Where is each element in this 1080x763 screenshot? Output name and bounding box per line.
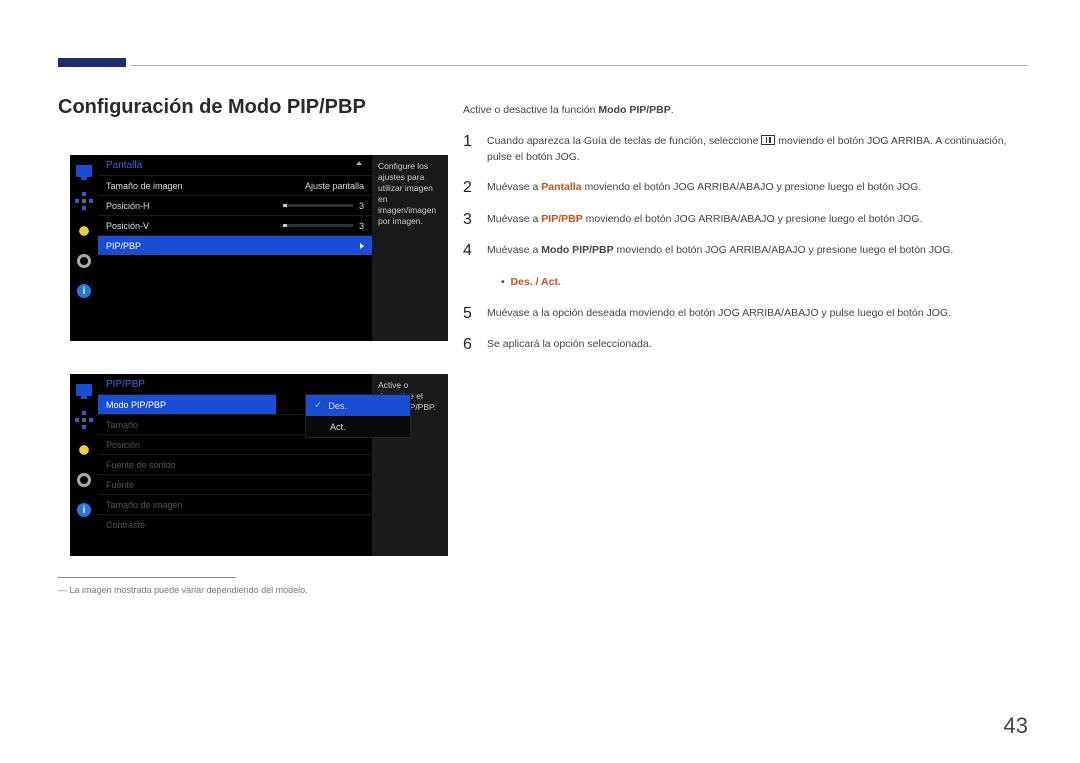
row-value: Ajuste pantalla bbox=[305, 181, 364, 191]
bullet-row: • Des. / Act. bbox=[463, 274, 1028, 291]
chevron-right-icon bbox=[360, 243, 364, 249]
step-1: 1 Cuando aparezca la Guía de teclas de f… bbox=[463, 133, 1028, 166]
osd-main-panel: PIP/PBP Modo PIP/PBP Tamaño Posición Fue… bbox=[98, 374, 372, 556]
text-highlight: Des. / Act. bbox=[511, 276, 561, 288]
row-value: 3 bbox=[359, 221, 364, 231]
step-body: Muévase a la opción deseada moviendo el … bbox=[487, 305, 1028, 323]
text: moviendo el botón JOG ARRIBA/ABAJO y pre… bbox=[582, 181, 922, 193]
check-icon: ✓ bbox=[314, 400, 322, 411]
option-des[interactable]: ✓ Des. bbox=[306, 395, 410, 416]
step-number: 3 bbox=[463, 211, 477, 229]
osd-row-tamano[interactable]: Tamaño de imagen Ajuste pantalla bbox=[98, 175, 372, 195]
gear-icon bbox=[74, 251, 94, 271]
step-body: Muévase a Modo PIP/PBP moviendo el botón… bbox=[487, 242, 1028, 260]
text: moviendo el botón JOG ARRIBA/ABAJO y pre… bbox=[583, 213, 923, 225]
monitor-icon bbox=[74, 161, 94, 181]
step-6: 6 Se aplicará la opción seleccionada. bbox=[463, 336, 1028, 354]
osd-row-posv[interactable]: Posición-V 3 bbox=[98, 215, 372, 235]
row-label: Fuente bbox=[106, 480, 134, 490]
osd-row-fuente: Fuente bbox=[98, 474, 372, 494]
text: Cuando aparezca la Guía de teclas de fun… bbox=[487, 135, 761, 147]
step-body: Muévase a PIP/PBP moviendo el botón JOG … bbox=[487, 211, 1028, 229]
osd-pantalla: i Pantalla Tamaño de imagen Ajuste pantal… bbox=[70, 155, 448, 341]
step-number: 5 bbox=[463, 305, 477, 323]
step-body: Muévase a Pantalla moviendo el botón JOG… bbox=[487, 179, 1028, 197]
option-popup: ✓ Des. Act. bbox=[305, 394, 411, 438]
osd-help-text: Configure los ajustes para utilizar imag… bbox=[372, 155, 448, 341]
footnote-text: ― La imagen mostrada puede variar depend… bbox=[58, 585, 308, 595]
text-highlight: Pantalla bbox=[541, 181, 581, 193]
step-number: 1 bbox=[463, 133, 477, 166]
osd-row-pippbp[interactable]: PIP/PBP bbox=[98, 235, 372, 255]
brightness-icon bbox=[74, 221, 94, 241]
monitor-icon bbox=[74, 380, 94, 400]
info-icon: i bbox=[74, 500, 94, 520]
row-label: Tamaño de imagen bbox=[106, 181, 183, 191]
header-rule bbox=[130, 65, 1028, 66]
option-label: Act. bbox=[330, 422, 346, 432]
row-label: Fuente de sonido bbox=[106, 460, 176, 470]
nav-icon bbox=[74, 410, 94, 430]
page-number: 43 bbox=[1004, 713, 1028, 739]
option-act[interactable]: Act. bbox=[306, 416, 410, 437]
text-bold: Modo PIP/PBP bbox=[541, 244, 613, 256]
osd-pippbp: i PIP/PBP Modo PIP/PBP Tamaño Posición F… bbox=[70, 374, 448, 556]
osd-row-posh[interactable]: Posición-H 3 bbox=[98, 195, 372, 215]
osd-section-title: Pantalla bbox=[98, 155, 372, 175]
row-label: Tamaño bbox=[106, 420, 138, 430]
text: Active o desactive la función bbox=[463, 104, 598, 116]
step-number: 4 bbox=[463, 242, 477, 260]
row-label: Posición-H bbox=[106, 201, 150, 211]
menu-icon bbox=[761, 135, 775, 145]
gear-icon bbox=[74, 470, 94, 490]
row-label: PIP/PBP bbox=[106, 241, 141, 251]
text: Muévase a bbox=[487, 244, 541, 256]
text: Muévase a bbox=[487, 213, 541, 225]
text: moviendo el botón JOG ARRIBA/ABAJO y pre… bbox=[614, 244, 954, 256]
slider: 3 bbox=[283, 201, 364, 211]
osd-icon-rail: i bbox=[70, 155, 98, 341]
osd-row-fuente-sonido: Fuente de sonido bbox=[98, 454, 372, 474]
osd-row-contraste: Contraste bbox=[98, 514, 372, 534]
brightness-icon bbox=[74, 440, 94, 460]
step-3: 3 Muévase a PIP/PBP moviendo el botón JO… bbox=[463, 211, 1028, 229]
step-2: 2 Muévase a Pantalla moviendo el botón J… bbox=[463, 179, 1028, 197]
step-number: 6 bbox=[463, 336, 477, 354]
osd-main-panel: Pantalla Tamaño de imagen Ajuste pantalla… bbox=[98, 155, 372, 341]
row-label: Tamaño de imagen bbox=[106, 500, 183, 510]
osd-title-text: PIP/PBP bbox=[106, 379, 145, 390]
osd-icon-rail: i bbox=[70, 374, 98, 556]
instructions-column: Active o desactive la función Modo PIP/P… bbox=[463, 103, 1028, 368]
header-accent bbox=[58, 58, 126, 67]
info-icon: i bbox=[74, 281, 94, 301]
intro-text: Active o desactive la función Modo PIP/P… bbox=[463, 103, 1028, 119]
step-4: 4 Muévase a Modo PIP/PBP moviendo el bot… bbox=[463, 242, 1028, 260]
row-label: Posición bbox=[106, 440, 140, 450]
option-label: Des. bbox=[328, 401, 347, 411]
osd-row-modo[interactable]: Modo PIP/PBP bbox=[98, 394, 276, 414]
osd-row-tam-imagen: Tamaño de imagen bbox=[98, 494, 372, 514]
row-label: Posición-V bbox=[106, 221, 149, 231]
row-label: Contraste bbox=[106, 520, 145, 530]
text-highlight: PIP/PBP bbox=[541, 213, 582, 225]
step-body: Cuando aparezca la Guía de teclas de fun… bbox=[487, 133, 1028, 166]
step-number: 2 bbox=[463, 179, 477, 197]
page-title: Configuración de Modo PIP/PBP bbox=[58, 96, 366, 119]
text-bold: Modo PIP/PBP bbox=[598, 104, 670, 116]
row-label: Modo PIP/PBP bbox=[106, 400, 166, 410]
footnote-rule bbox=[58, 577, 236, 578]
nav-icon bbox=[74, 191, 94, 211]
text: Muévase a bbox=[487, 181, 541, 193]
slider: 3 bbox=[283, 221, 364, 231]
row-value: 3 bbox=[359, 201, 364, 211]
bullet-text: • Des. / Act. bbox=[487, 274, 1028, 291]
step-5: 5 Muévase a la opción deseada moviendo e… bbox=[463, 305, 1028, 323]
step-body: Se aplicará la opción seleccionada. bbox=[487, 336, 1028, 354]
osd-title-text: Pantalla bbox=[106, 160, 142, 171]
osd-section-title: PIP/PBP bbox=[98, 374, 372, 394]
